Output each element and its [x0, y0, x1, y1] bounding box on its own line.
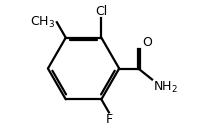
Text: NH$_2$: NH$_2$ — [153, 80, 178, 95]
Text: F: F — [105, 113, 112, 126]
Text: CH$_3$: CH$_3$ — [30, 15, 55, 30]
Text: O: O — [142, 36, 152, 49]
Text: Cl: Cl — [95, 5, 107, 18]
